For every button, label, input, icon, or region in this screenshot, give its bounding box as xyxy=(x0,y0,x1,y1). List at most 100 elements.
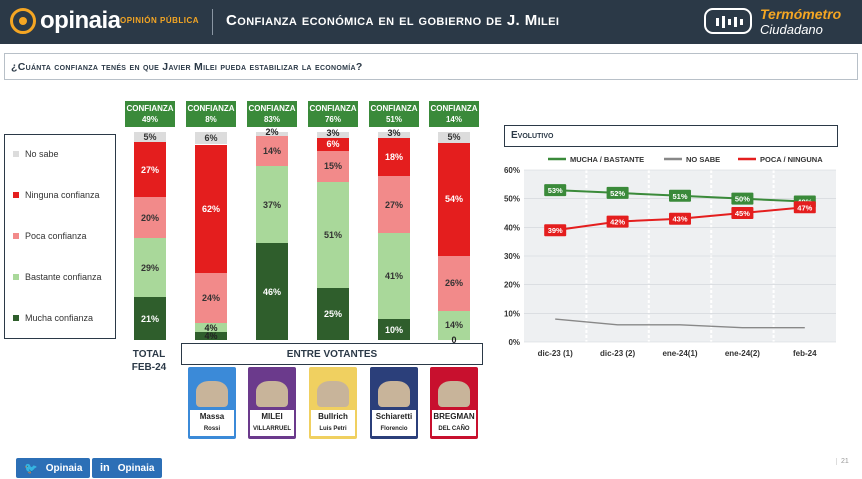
twitter-link[interactable]: 🐦 Opinaia xyxy=(16,458,91,478)
bar-value-label: 3% xyxy=(387,128,401,139)
y-tick-label: 60% xyxy=(504,166,520,175)
data-point xyxy=(669,189,691,202)
legend-label: No sabe xyxy=(25,149,59,159)
data-point xyxy=(669,212,691,225)
brand-subtitle: Ciudadano xyxy=(760,22,823,37)
bar-segment xyxy=(378,176,410,233)
candidate-photo xyxy=(438,381,470,407)
candidate-name-line1: MILEI xyxy=(261,412,283,421)
bar-segment xyxy=(438,310,470,340)
candidate-name: Bullrich Luis Petri xyxy=(311,410,355,436)
candidate-card: BREGMAN DEL CAÑO xyxy=(430,367,478,439)
data-point xyxy=(793,201,816,214)
legend-swatch xyxy=(13,315,19,321)
candidate-photo xyxy=(317,381,349,407)
confidence-value: 76% xyxy=(324,115,341,124)
bar-column: 4% 4% 24% 62% 6% xyxy=(195,132,227,341)
data-label: 53% xyxy=(548,186,563,195)
legend-swatch xyxy=(13,274,19,280)
y-tick-label: 30% xyxy=(504,252,520,261)
candidate-name-line1: Schiaretti xyxy=(375,412,413,421)
bar-value-label: 5% xyxy=(447,132,461,143)
confidence-value: 14% xyxy=(445,115,462,124)
candidate-name: BREGMAN DEL CAÑO xyxy=(432,410,476,436)
bar-segment xyxy=(195,132,227,145)
twitter-label: Opinaia xyxy=(45,462,83,474)
legend-label: Mucha confianza xyxy=(25,313,94,323)
y-tick-label: 10% xyxy=(504,309,520,318)
bar-value-label: 14% xyxy=(262,145,281,156)
bar-value-label: 62% xyxy=(201,203,220,214)
bar-segment xyxy=(195,331,227,340)
twitter-icon: 🐦 xyxy=(24,462,38,475)
data-point xyxy=(544,184,567,197)
bar-segment xyxy=(317,132,349,139)
legend-item: No sabe xyxy=(13,149,59,159)
legend-label: Bastante confianza xyxy=(25,272,102,282)
bar-value-label: 41% xyxy=(384,270,403,281)
bar-segment xyxy=(256,243,288,340)
data-label: 50% xyxy=(735,195,750,204)
candidate-photo xyxy=(378,381,410,407)
bar-column: 46% 37% 14% 2% xyxy=(256,127,288,340)
data-point xyxy=(544,224,567,237)
data-label: 45% xyxy=(735,209,750,218)
bar-segment xyxy=(134,297,166,340)
bar-segment xyxy=(256,132,288,137)
logo-text: opinaia xyxy=(40,7,121,34)
candidate-name-line2: VILLARRUEL xyxy=(253,426,291,432)
bar-segment xyxy=(256,165,288,244)
bar-value-label: 18% xyxy=(384,152,403,163)
total-label: TOTAL FEB-24 xyxy=(124,348,174,374)
data-label: 43% xyxy=(672,215,687,224)
candidate-name: Massa Rossi xyxy=(190,410,234,436)
bar-value-label: 54% xyxy=(444,194,463,205)
bar-segment xyxy=(378,232,410,319)
data-label: 52% xyxy=(610,189,625,198)
bar-segment xyxy=(438,255,470,311)
bar-segment xyxy=(134,132,166,143)
bar-segment xyxy=(317,181,349,288)
bar-value-label: 51% xyxy=(323,229,342,240)
candidate-card: Massa Rossi xyxy=(188,367,236,439)
bar-value-label: 20% xyxy=(140,212,159,223)
confidence-prefix: CONFIANZA xyxy=(309,104,357,113)
y-tick-label: 40% xyxy=(504,223,520,232)
bar-value-label: 2% xyxy=(265,127,279,138)
confidence-label: CONFIANZA 49% xyxy=(125,101,175,127)
bar-segment xyxy=(438,132,470,143)
bar-value-label: 27% xyxy=(140,164,159,175)
bar-value-label: 3% xyxy=(326,128,340,139)
data-point xyxy=(606,186,629,199)
bar-value-label: 25% xyxy=(323,309,342,319)
linkedin-link[interactable]: in Opinaia xyxy=(92,458,163,478)
bar-value-label: 21% xyxy=(140,313,159,324)
bar-segment xyxy=(378,132,410,139)
confidence-prefix: CONFIANZA xyxy=(126,104,174,113)
legend-label: Ninguna confianza xyxy=(25,190,100,200)
candidate-card: Schiaretti Florencio Randazzo xyxy=(370,367,418,439)
linkedin-label: Opinaia xyxy=(117,462,155,474)
confidence-value: 83% xyxy=(263,115,280,124)
total-line2: FEB-24 xyxy=(131,362,167,373)
legend-item: Ninguna confianza xyxy=(13,190,100,200)
logo-subtitle: OPINIÓN PÚBLICA xyxy=(120,16,200,25)
bar-segment xyxy=(438,142,470,256)
total-line1: TOTAL xyxy=(132,349,166,360)
legend-swatch xyxy=(13,233,19,239)
bar-segment xyxy=(134,238,166,298)
survey-question: ¿Cuánta confianza tenés en que Javier Mi… xyxy=(4,53,858,80)
data-label: 51% xyxy=(672,192,687,201)
x-tick-label: ene-24(1) xyxy=(662,349,697,358)
candidate-name-line2: DEL CAÑO xyxy=(438,426,470,432)
candidate-name-line2: Florencio Randazzo xyxy=(380,426,408,432)
evolutivo-title: Evolutivo xyxy=(504,125,838,147)
bar-segment xyxy=(195,144,227,274)
confidence-prefix: CONFIANZA xyxy=(187,104,235,113)
page-title: Confianza económica en el gobierno de J.… xyxy=(226,12,560,29)
bar-value-label: 10% xyxy=(384,324,403,335)
legend-item: Poca confianza xyxy=(13,231,87,241)
header-divider xyxy=(212,9,213,35)
bar-segment xyxy=(134,142,166,198)
header-bar: opinaia OPINIÓN PÚBLICA Confianza económ… xyxy=(0,0,862,44)
